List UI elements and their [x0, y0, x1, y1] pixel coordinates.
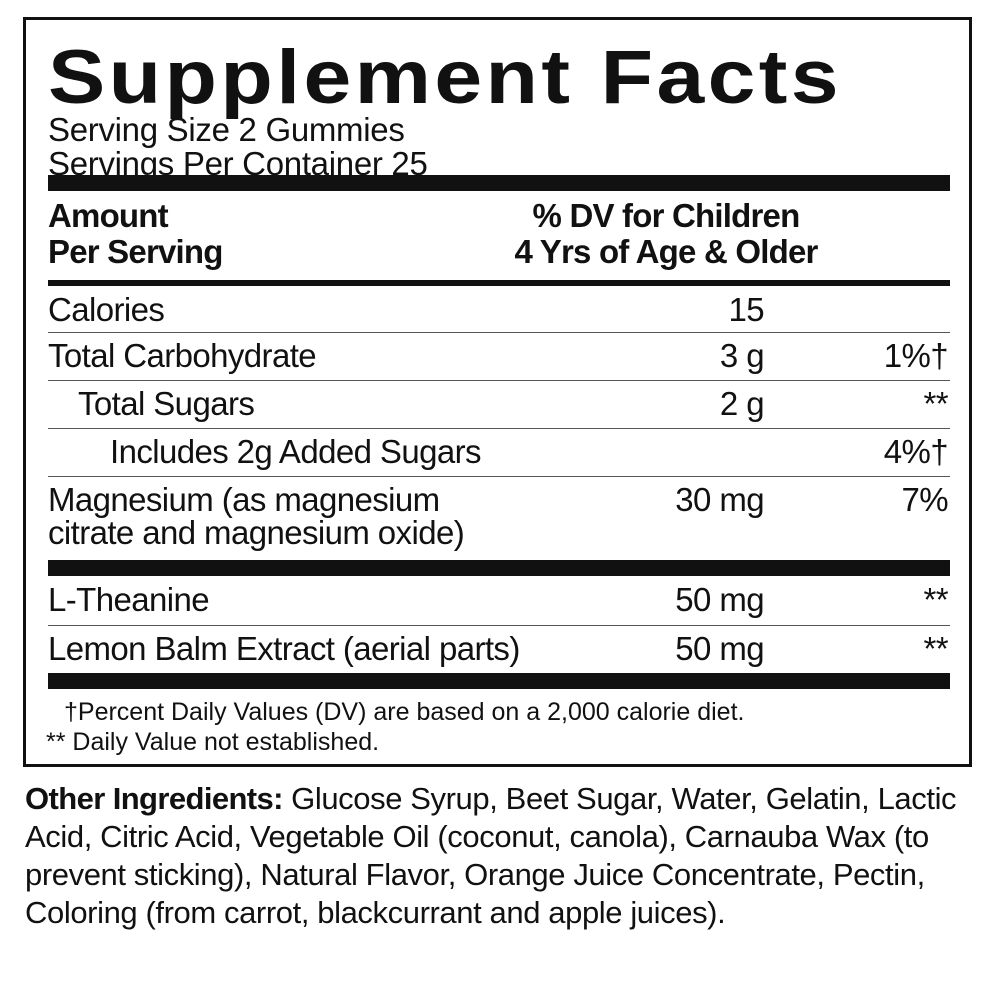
serving-size: Serving Size 2 Gummies: [48, 111, 405, 148]
servings-per-container: Servings Per Container 25: [48, 145, 428, 182]
nutrient-amount: 50 mg: [675, 630, 764, 667]
nutrient-amount: 15: [728, 291, 764, 328]
nutrient-dv: **: [923, 581, 949, 618]
thick-divider: [48, 673, 950, 689]
nutrient-row-magnesium: Magnesium (as magnesium citrate and magn…: [48, 477, 950, 559]
nutrient-name-line2: citrate and magnesium oxide): [48, 514, 465, 551]
footnote-dagger: †Percent Daily Values (DV) are based on …: [64, 698, 745, 726]
footnote-double-star: ** Daily Value not established.: [46, 728, 380, 756]
amount-header-line1: Amount: [48, 197, 169, 234]
nutrient-name: Lemon Balm Extract (aerial parts): [48, 630, 520, 667]
thick-divider: [48, 175, 950, 191]
other-ingredients-label: Other Ingredients:: [25, 781, 284, 816]
supplement-facts-panel: Supplement Facts Serving Size 2 Gummies …: [23, 17, 972, 767]
nutrient-row-total-sugars: Total Sugars 2 g **: [48, 381, 950, 429]
dv-header-line1: % DV for Children: [532, 197, 801, 234]
nutrient-row-lemon-balm: Lemon Balm Extract (aerial parts) 50 mg …: [48, 626, 950, 672]
thick-divider: [48, 560, 950, 576]
nutrient-name: Calories: [48, 291, 165, 328]
nutrient-dv: **: [923, 385, 949, 422]
other-ingredients: Other Ingredients: Glucose Syrup, Beet S…: [25, 780, 980, 932]
nutrient-dv: 7%: [901, 481, 949, 518]
nutrient-dv: **: [923, 630, 949, 667]
nutrient-amount: 30 mg: [675, 481, 764, 518]
nutrient-name: L-Theanine: [48, 581, 210, 618]
nutrient-name-line1: Magnesium (as magnesium: [48, 481, 440, 518]
nutrient-row-calories: Calories 15: [48, 286, 950, 333]
nutrient-amount: 2 g: [719, 385, 765, 422]
nutrient-name: Total Carbohydrate: [48, 337, 317, 374]
panel-title: Supplement Facts: [48, 35, 842, 120]
nutrient-dv: 4%†: [883, 433, 949, 470]
dv-header-line2: 4 Yrs of Age & Older: [514, 233, 818, 270]
nutrient-dv: 1%†: [883, 337, 949, 374]
nutrient-amount: 50 mg: [675, 581, 764, 618]
nutrient-name: Total Sugars: [78, 385, 255, 422]
nutrient-row-total-carbohydrate: Total Carbohydrate 3 g 1%†: [48, 333, 950, 381]
nutrient-row-added-sugars: Includes 2g Added Sugars 4%†: [48, 429, 950, 477]
amount-header-line2: Per Serving: [48, 233, 223, 270]
other-ingredients-text: Glucose Syrup, Beet Sugar, Water, Gelati…: [25, 781, 957, 930]
nutrient-row-l-theanine: L-Theanine 50 mg **: [48, 576, 950, 626]
nutrient-amount: 3 g: [719, 337, 765, 374]
nutrient-name: Includes 2g Added Sugars: [110, 433, 481, 470]
medium-divider: [48, 280, 950, 286]
